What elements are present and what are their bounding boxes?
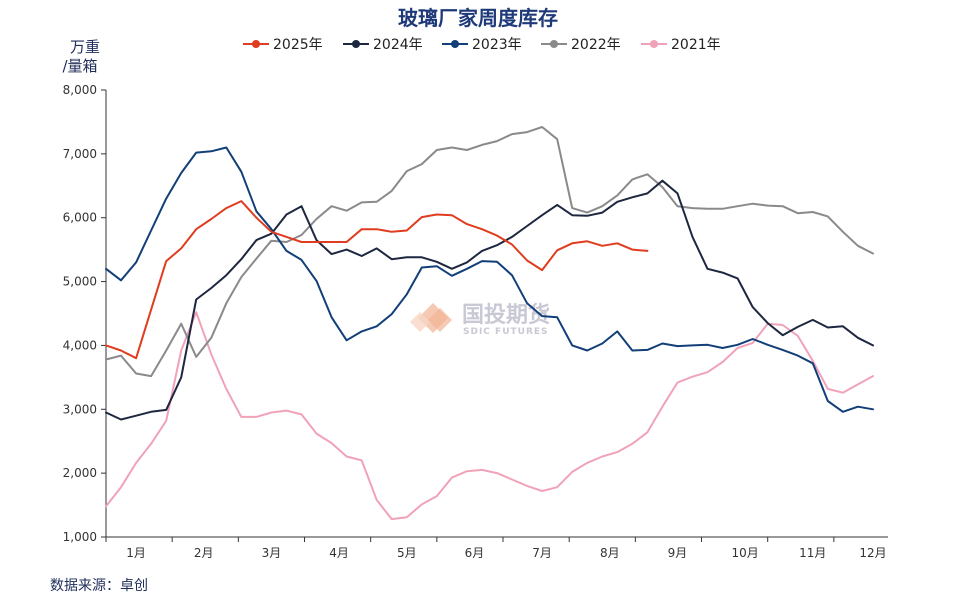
legend-label-2024年: 2024年	[373, 37, 423, 53]
series-lines	[105, 126, 874, 521]
y-tick-label: 1,000	[63, 530, 97, 544]
watermark: 国投期货 SDIC FUTURES	[410, 302, 550, 337]
y-tick-label: 2,000	[63, 466, 97, 480]
series-line-2021年	[105, 311, 874, 521]
legend-marker-2025年	[252, 40, 260, 48]
x-tick-label: 5月	[397, 546, 417, 560]
series-line-2024年	[105, 179, 874, 421]
series-line-2023年	[105, 146, 874, 413]
y-axis-label-line1: 万重	[70, 38, 100, 56]
watermark-text-en: SDIC FUTURES	[463, 327, 549, 337]
y-axis-label-line2: /量箱	[62, 57, 97, 75]
legend-marker-2022年	[550, 40, 558, 48]
x-tick-label: 10月	[731, 546, 758, 560]
watermark-logo-icon	[410, 303, 452, 333]
legend-marker-2023年	[451, 40, 459, 48]
series-line-2025年	[105, 200, 649, 360]
legend-label-2021年: 2021年	[671, 37, 721, 53]
series-line-2022年	[105, 126, 874, 378]
legend-marker-2021年	[650, 40, 658, 48]
y-tick-label: 5,000	[63, 275, 97, 289]
y-tick-label: 7,000	[63, 147, 97, 161]
x-tick-label: 8月	[600, 546, 620, 560]
y-tick-label: 3,000	[63, 402, 97, 416]
x-tick-label: 3月	[262, 546, 282, 560]
y-tick-label: 4,000	[63, 338, 97, 352]
legend-label-2023年: 2023年	[472, 37, 522, 53]
data-source: 数据来源：卓创	[50, 578, 148, 594]
y-tick-label: 6,000	[63, 211, 97, 225]
legend: 2025年 2024年 2023年 2022年 2021年	[243, 37, 721, 53]
legend-marker-2024年	[352, 40, 360, 48]
x-tick-label: 1月	[126, 546, 146, 560]
watermark-text-cn: 国投期货	[462, 302, 550, 328]
x-tick-label: 4月	[329, 546, 349, 560]
x-tick-label: 12月	[859, 546, 886, 560]
y-tick-label: 8,000	[63, 83, 97, 97]
x-tick-label: 7月	[532, 546, 552, 560]
legend-label-2025年: 2025年	[273, 37, 323, 53]
legend-label-2022年: 2022年	[571, 37, 621, 53]
x-tick-label: 6月	[465, 546, 485, 560]
x-tick-label: 11月	[799, 546, 826, 560]
x-tick-label: 9月	[668, 546, 688, 560]
x-tick-label: 2月	[194, 546, 214, 560]
chart-title: 玻璃厂家周度库存	[398, 6, 558, 30]
axes: 1,000 2,000 3,000 4,000 5,000 6,000 7,000 8,000…	[63, 83, 888, 560]
